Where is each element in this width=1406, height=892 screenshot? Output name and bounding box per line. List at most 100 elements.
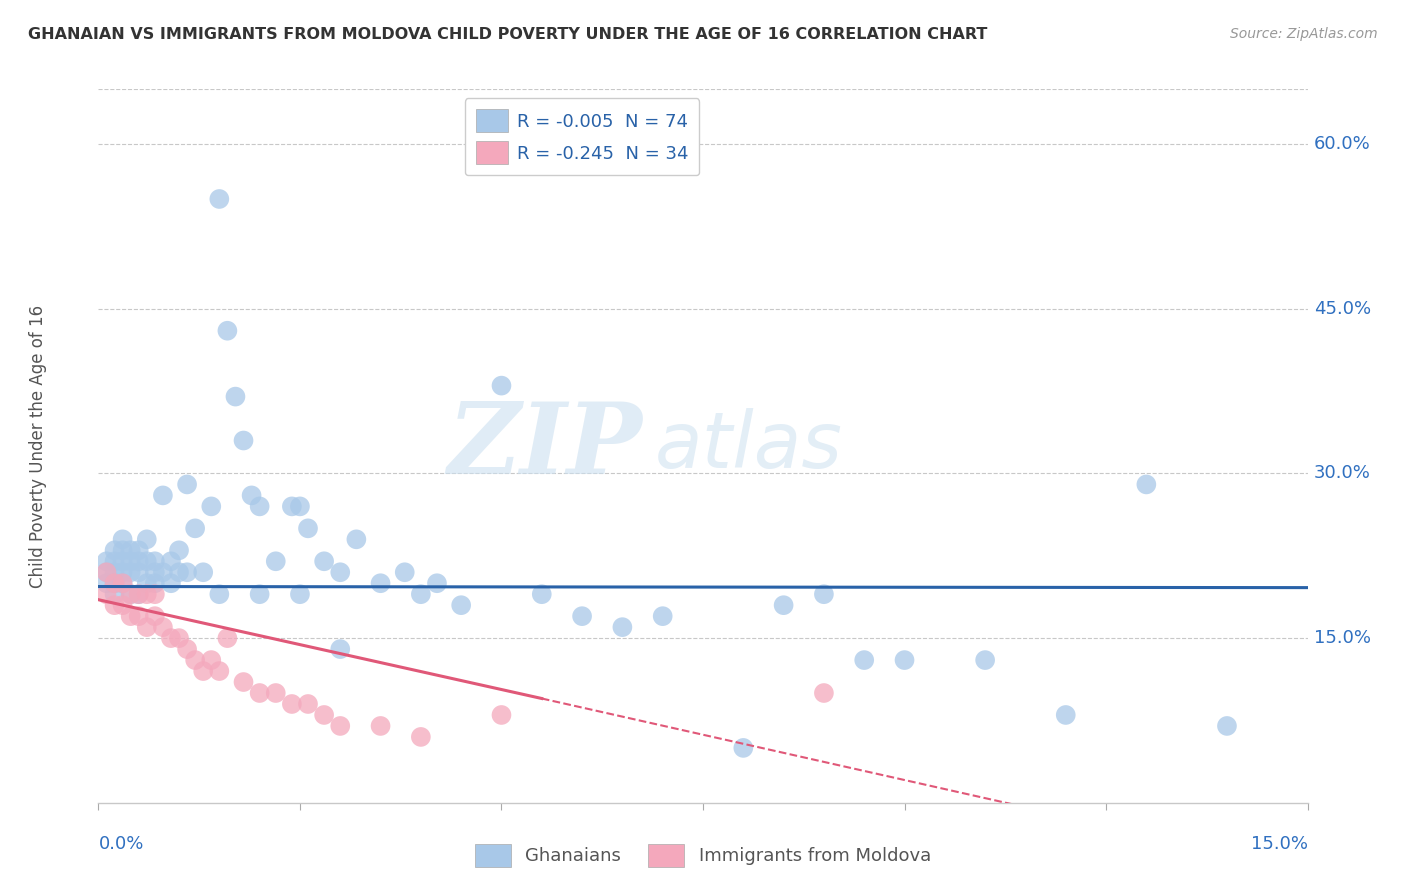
Point bbox=[152, 620, 174, 634]
Point bbox=[135, 587, 157, 601]
Text: 15.0%: 15.0% bbox=[1313, 629, 1371, 647]
Point bbox=[103, 576, 125, 591]
Point bbox=[167, 543, 190, 558]
Point bbox=[96, 576, 118, 591]
Point bbox=[111, 576, 134, 591]
Point bbox=[344, 533, 367, 547]
Point bbox=[370, 576, 392, 591]
Point bbox=[281, 697, 304, 711]
Point bbox=[208, 587, 231, 601]
Point bbox=[217, 324, 239, 338]
Text: GHANAIAN VS IMMIGRANTS FROM MOLDOVA CHILD POVERTY UNDER THE AGE OF 16 CORRELATIO: GHANAIAN VS IMMIGRANTS FROM MOLDOVA CHIL… bbox=[28, 27, 987, 42]
Point bbox=[813, 686, 835, 700]
Point bbox=[96, 554, 118, 568]
Point bbox=[288, 587, 311, 601]
Point bbox=[111, 576, 134, 591]
Text: 60.0%: 60.0% bbox=[1313, 135, 1371, 153]
Point bbox=[733, 740, 755, 755]
Point bbox=[297, 521, 319, 535]
Point bbox=[974, 653, 997, 667]
Point bbox=[208, 664, 231, 678]
Point bbox=[143, 554, 166, 568]
Point bbox=[176, 642, 198, 657]
Point bbox=[143, 576, 166, 591]
Point bbox=[128, 587, 150, 601]
Point bbox=[329, 566, 352, 580]
Point bbox=[200, 653, 222, 667]
Point bbox=[120, 587, 142, 601]
Point bbox=[167, 631, 190, 645]
Point bbox=[128, 543, 150, 558]
Point bbox=[281, 500, 304, 514]
Point bbox=[1054, 708, 1077, 723]
Point bbox=[120, 609, 142, 624]
Point bbox=[128, 566, 150, 580]
Point bbox=[135, 576, 157, 591]
Point bbox=[409, 587, 432, 601]
Point bbox=[184, 653, 207, 667]
Point bbox=[160, 631, 183, 645]
Point bbox=[111, 554, 134, 568]
Point bbox=[571, 609, 593, 624]
Point bbox=[103, 598, 125, 612]
Point bbox=[232, 675, 254, 690]
Point bbox=[297, 697, 319, 711]
Point bbox=[193, 664, 215, 678]
Point bbox=[193, 566, 215, 580]
Point bbox=[200, 500, 222, 514]
Point bbox=[135, 620, 157, 634]
Text: 0.0%: 0.0% bbox=[98, 835, 143, 853]
Point bbox=[264, 686, 287, 700]
Point bbox=[893, 653, 915, 667]
Point bbox=[240, 488, 263, 502]
Point bbox=[96, 587, 118, 601]
Point bbox=[314, 708, 336, 723]
Point bbox=[394, 566, 416, 580]
Point bbox=[111, 543, 134, 558]
Point bbox=[1216, 719, 1239, 733]
Point bbox=[176, 477, 198, 491]
Text: ZIP: ZIP bbox=[447, 398, 643, 494]
Point bbox=[184, 521, 207, 535]
Point bbox=[651, 609, 673, 624]
Point bbox=[143, 587, 166, 601]
Point bbox=[853, 653, 876, 667]
Point bbox=[143, 609, 166, 624]
Point bbox=[111, 566, 134, 580]
Point bbox=[491, 708, 513, 723]
Legend: R = -0.005  N = 74, R = -0.245  N = 34: R = -0.005 N = 74, R = -0.245 N = 34 bbox=[465, 98, 699, 176]
Point bbox=[152, 488, 174, 502]
Point bbox=[152, 566, 174, 580]
Point bbox=[103, 554, 125, 568]
Point bbox=[160, 554, 183, 568]
Point bbox=[96, 566, 118, 580]
Point bbox=[409, 730, 432, 744]
Point bbox=[249, 587, 271, 601]
Point bbox=[772, 598, 794, 612]
Point bbox=[111, 598, 134, 612]
Point bbox=[370, 719, 392, 733]
Point bbox=[120, 566, 142, 580]
Point bbox=[813, 587, 835, 601]
Point bbox=[160, 576, 183, 591]
Text: 15.0%: 15.0% bbox=[1250, 835, 1308, 853]
Point bbox=[249, 686, 271, 700]
Point bbox=[450, 598, 472, 612]
Point bbox=[128, 587, 150, 601]
Point bbox=[120, 554, 142, 568]
Point bbox=[232, 434, 254, 448]
Point bbox=[264, 554, 287, 568]
Point bbox=[96, 566, 118, 580]
Point bbox=[103, 543, 125, 558]
Point bbox=[103, 576, 125, 591]
Text: 30.0%: 30.0% bbox=[1313, 465, 1371, 483]
Text: atlas: atlas bbox=[655, 408, 842, 484]
Point bbox=[1135, 477, 1157, 491]
Point bbox=[217, 631, 239, 645]
Text: Source: ZipAtlas.com: Source: ZipAtlas.com bbox=[1230, 27, 1378, 41]
Text: 45.0%: 45.0% bbox=[1313, 300, 1371, 318]
Legend: Ghanaians, Immigrants from Moldova: Ghanaians, Immigrants from Moldova bbox=[468, 837, 938, 874]
Point bbox=[530, 587, 553, 601]
Point bbox=[120, 587, 142, 601]
Point bbox=[143, 566, 166, 580]
